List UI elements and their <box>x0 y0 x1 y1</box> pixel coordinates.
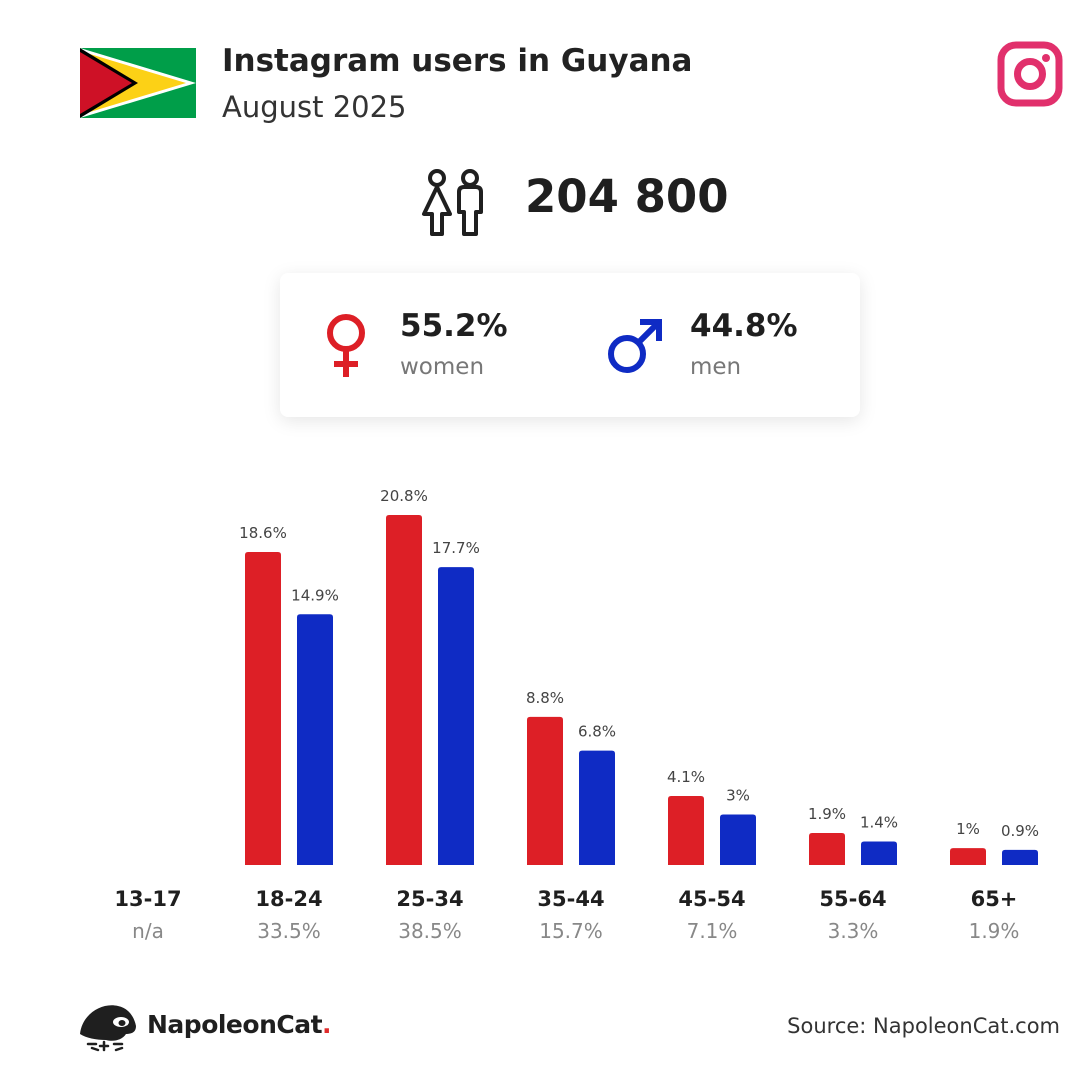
bar-men-25-34 <box>438 567 474 865</box>
total-users-value: 204 800 <box>525 170 729 223</box>
data-label-women-18-24: 18.6% <box>239 524 287 542</box>
bar-women-25-34 <box>386 515 422 865</box>
bar-women-55-64 <box>809 833 845 865</box>
group-total-25-34: 38.5% <box>398 919 462 943</box>
users-icon <box>422 169 483 236</box>
napoleoncat-logo-icon <box>80 1005 136 1052</box>
data-label-men-25-34: 17.7% <box>432 539 480 557</box>
data-label-men-35-44: 6.8% <box>578 723 616 741</box>
women-label: women <box>400 354 485 380</box>
category-label-18-24: 18-24 <box>255 887 322 911</box>
data-label-women-55-64: 1.9% <box>808 805 846 823</box>
female-symbol-icon <box>327 314 365 377</box>
gender-split-card: 55.2% women 44.8% men <box>280 273 860 417</box>
bar-women-18-24 <box>245 552 281 865</box>
bar-women-65+ <box>950 848 986 865</box>
data-label-women-45-54: 4.1% <box>667 768 705 786</box>
guyana-flag-icon <box>80 48 196 118</box>
data-label-men-45-54: 3% <box>726 787 750 805</box>
bar-men-35-44 <box>579 750 615 865</box>
category-label-55-64: 55-64 <box>819 887 886 911</box>
group-total-65+: 1.9% <box>969 919 1020 943</box>
bar-men-65+ <box>1002 849 1038 865</box>
page-subtitle: August 2025 <box>222 90 407 124</box>
data-label-men-18-24: 14.9% <box>291 586 339 604</box>
category-label-35-44: 35-44 <box>537 887 604 911</box>
bar-women-45-54 <box>668 796 704 865</box>
category-label-65+: 65+ <box>971 887 1018 911</box>
men-percentage: 44.8% <box>690 308 798 344</box>
group-total-55-64: 3.3% <box>828 919 879 943</box>
data-label-men-55-64: 1.4% <box>860 813 898 831</box>
data-label-women-25-34: 20.8% <box>380 487 428 505</box>
source-credit: Source: NapoleonCat.com <box>787 1014 1060 1038</box>
group-total-18-24: 33.5% <box>257 919 321 943</box>
data-label-men-65+: 0.9% <box>1001 822 1039 840</box>
bar-men-45-54 <box>720 814 756 865</box>
male-symbol-icon <box>608 319 662 373</box>
bar-men-18-24 <box>297 614 333 865</box>
category-label-13-17: 13-17 <box>114 887 181 911</box>
men-label: men <box>690 354 742 380</box>
page-title: Instagram users in Guyana <box>222 43 693 79</box>
category-label-25-34: 25-34 <box>396 887 463 911</box>
women-percentage: 55.2% <box>400 308 508 344</box>
group-total-45-54: 7.1% <box>687 919 738 943</box>
group-total-13-17: n/a <box>132 919 164 943</box>
brand-name: NapoleonCat. <box>147 1010 332 1039</box>
group-total-35-44: 15.7% <box>539 919 603 943</box>
data-label-women-35-44: 8.8% <box>526 689 564 707</box>
bar-men-55-64 <box>861 841 897 865</box>
data-label-women-65+: 1% <box>956 820 980 838</box>
instagram-icon <box>997 41 1063 107</box>
bar-women-35-44 <box>527 716 563 865</box>
category-label-45-54: 45-54 <box>678 887 745 911</box>
